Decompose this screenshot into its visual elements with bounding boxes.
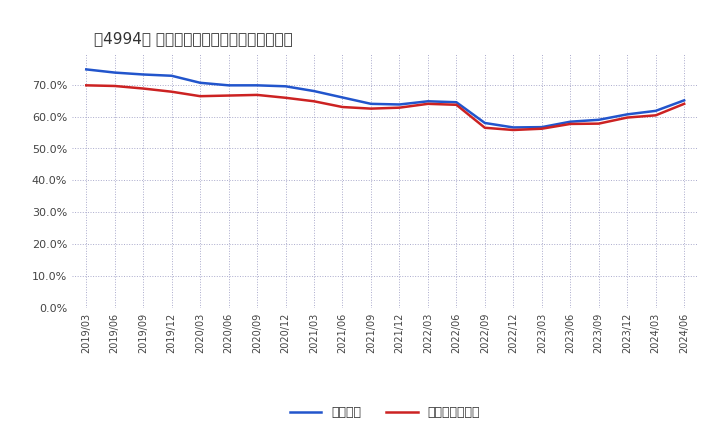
固定長期適合率 [423,101,432,106]
固定長期適合率 [110,83,119,88]
固定比率 [509,125,518,130]
固定長期適合率 [338,104,347,110]
固定長期適合率 [82,83,91,88]
固定長期適合率 [452,102,461,107]
固定長期適合率 [167,89,176,94]
固定比率 [167,73,176,78]
固定比率 [253,83,261,88]
Legend: 固定比率, 固定長期適合率: 固定比率, 固定長期適合率 [285,401,485,424]
固定長期適合率 [395,105,404,110]
固定長期適合率 [652,113,660,118]
Text: ［4994］ 固定比率、固定長期適合率の推移: ［4994］ 固定比率、固定長期適合率の推移 [94,31,292,46]
固定長期適合率 [509,127,518,132]
固定比率 [680,98,688,103]
Line: 固定比率: 固定比率 [86,70,684,128]
固定比率 [537,125,546,130]
固定比率 [82,67,91,72]
固定長期適合率 [366,106,375,111]
固定長期適合率 [623,115,631,120]
固定比率 [196,80,204,85]
固定比率 [480,121,489,126]
固定比率 [225,83,233,88]
固定比率 [395,102,404,107]
固定長期適合率 [595,121,603,126]
固定比率 [338,95,347,100]
固定比率 [366,101,375,106]
固定長期適合率 [480,125,489,130]
固定比率 [282,84,290,89]
固定比率 [652,108,660,114]
固定比率 [139,72,148,77]
固定長期適合率 [139,86,148,91]
固定長期適合率 [566,121,575,127]
固定長期適合率 [196,94,204,99]
固定比率 [310,88,318,94]
固定長期適合率 [310,99,318,104]
固定長期適合率 [680,101,688,106]
固定比率 [566,119,575,125]
固定長期適合率 [282,95,290,100]
固定比率 [623,112,631,117]
固定長期適合率 [253,92,261,98]
固定比率 [595,117,603,122]
Line: 固定長期適合率: 固定長期適合率 [86,85,684,130]
固定比率 [423,99,432,104]
固定比率 [452,99,461,105]
固定長期適合率 [537,126,546,132]
固定比率 [110,70,119,75]
固定長期適合率 [225,93,233,98]
